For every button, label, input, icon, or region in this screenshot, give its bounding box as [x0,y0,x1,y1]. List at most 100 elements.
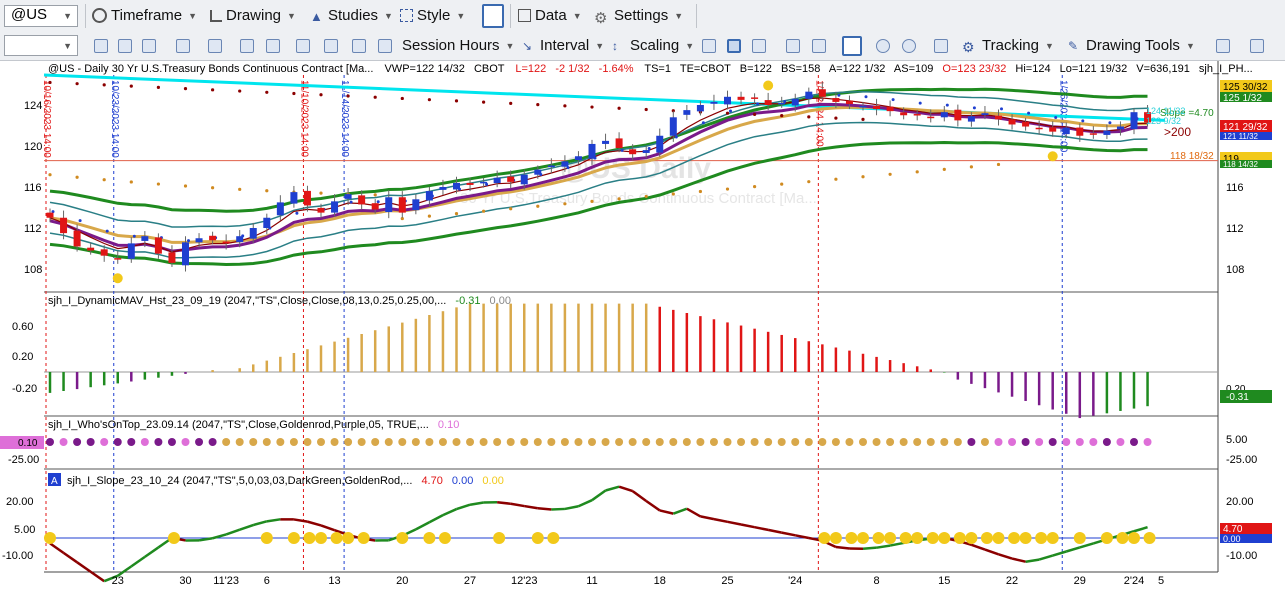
candle-body [886,106,894,112]
zoom-icon[interactable] [176,39,190,53]
slope-zero-dot [1046,532,1059,544]
support-dot [265,189,269,193]
bar-chart-icon[interactable] [702,39,716,53]
header-bid: B=122 [740,63,772,75]
support-dot [698,189,703,194]
trailing-dot [566,166,570,170]
settings-button[interactable]: ⚙ Settings ▼ [594,7,683,27]
chart-analysis-icon[interactable] [1250,39,1264,53]
grid-icon[interactable] [934,39,948,53]
candle-chart-icon[interactable] [727,39,741,53]
symbol-input[interactable]: @US ▼ [4,5,78,27]
histogram-panel [44,303,1218,419]
candle-chart-icon[interactable] [752,39,766,53]
slope-segment [1065,546,1081,553]
tool-icon[interactable] [208,39,222,53]
wot-dot [709,438,718,446]
time-tick-label: 8 [873,575,879,587]
drawing-tools-button[interactable]: ✎ Drawing Tools ▼ [1068,37,1195,54]
trailing-dot [1054,115,1058,119]
candle-body [87,247,95,251]
chart-analysis-icon[interactable] [1216,39,1230,53]
support-dot [942,167,946,171]
slope-badge[interactable] [48,473,61,486]
wot-right-tick: 5.00 [1226,434,1247,446]
layout-icon[interactable] [482,4,504,28]
candle-body [805,91,813,99]
slope-axis-ticks: 20.00 5.00 -10.00 20.00 -10.00 4.70 0.00 [2,496,1272,562]
candle-body [520,174,528,185]
wot-title: sjh_I_Who'sOnTop_23.09.14 (2047,"TS",Clo… [48,419,459,431]
resistance-dot [211,88,215,92]
slope-segment [551,507,565,511]
session-hours-button[interactable]: Session Hours ▼ [402,37,514,54]
data-button[interactable]: Data ▼ [518,7,582,24]
session-hours-label: Session Hours [402,37,500,54]
wot-dot [1021,438,1030,446]
header-ts: TS=1 [644,63,671,75]
wot-dot [222,438,231,446]
scaling-label: Scaling [630,37,680,54]
tracking-button[interactable]: ⚙ Tracking ▼ [962,37,1054,55]
tool-icon[interactable] [240,39,254,53]
candle-body [791,98,799,106]
slope-segment [727,520,742,526]
trailing-dot [295,211,299,215]
header-high: Hi=124 [1015,63,1050,75]
wot-dot [750,438,759,446]
candle-body [724,96,731,105]
wot-dot [533,438,542,446]
candle-body [737,96,745,100]
timeframe-button[interactable]: Timeframe ▼ [92,7,197,24]
wot-dot [357,438,366,446]
time-tick-label: 13 [328,575,340,587]
wot-dot [777,438,786,446]
candle-body [453,182,460,190]
tool-icon[interactable] [378,39,392,53]
wot-dot [276,438,285,446]
support-dot [807,180,811,184]
slope-segment [252,520,268,527]
slope-zero-dot [531,532,544,544]
slope-segment [889,541,904,547]
zoom-in-icon[interactable] [876,39,890,53]
maroon-average-line [49,97,1148,253]
candle-body [629,149,637,155]
resistance-dot [75,82,79,86]
slope-segment [320,524,335,532]
tool-icon[interactable] [812,39,826,53]
tool-icon[interactable] [266,39,280,53]
price-label-2: 125 1/32 [1223,93,1262,104]
wot-dot [100,438,109,446]
zoom-out-icon[interactable] [902,39,916,53]
tool-icon[interactable] [786,39,800,53]
candle-body [967,116,975,122]
vertical-marker-label: 10/16/2023 14:00 [41,80,52,158]
layout-icon[interactable] [842,36,862,56]
resistance-dot [48,80,52,85]
interval-button[interactable]: ↘ Interval ▼ [522,37,604,54]
candle-body [46,212,54,218]
tool-icon[interactable] [94,39,108,53]
tool-icon[interactable] [142,39,156,53]
drawing-button[interactable]: Drawing ▼ [210,7,296,24]
interval-input[interactable]: ▼ [4,35,78,56]
tool-icon[interactable] [118,39,132,53]
chevron-down-icon: ▼ [595,40,605,51]
tool-icon[interactable] [324,39,338,53]
candle-body [182,242,189,266]
slope-zero-dot [342,532,355,544]
tool-icon[interactable] [296,39,310,53]
wot-dot [398,438,407,446]
candle-body [1008,119,1016,125]
slope-zero-dot [980,532,993,544]
resistance-dot [617,106,621,110]
studies-button[interactable]: ▲ Studies ▼ [310,7,393,24]
wot-dot [384,438,393,446]
candle-body [439,187,447,190]
resistance-dot [454,99,459,103]
chart-area[interactable]: @US Daily 30 Yr U.S.Treasury Bonds Conti… [0,61,1285,600]
style-button[interactable]: Style ▼ [400,7,465,24]
tool-icon[interactable] [352,39,366,53]
scaling-button[interactable]: ↕ Scaling ▼ [612,37,694,54]
